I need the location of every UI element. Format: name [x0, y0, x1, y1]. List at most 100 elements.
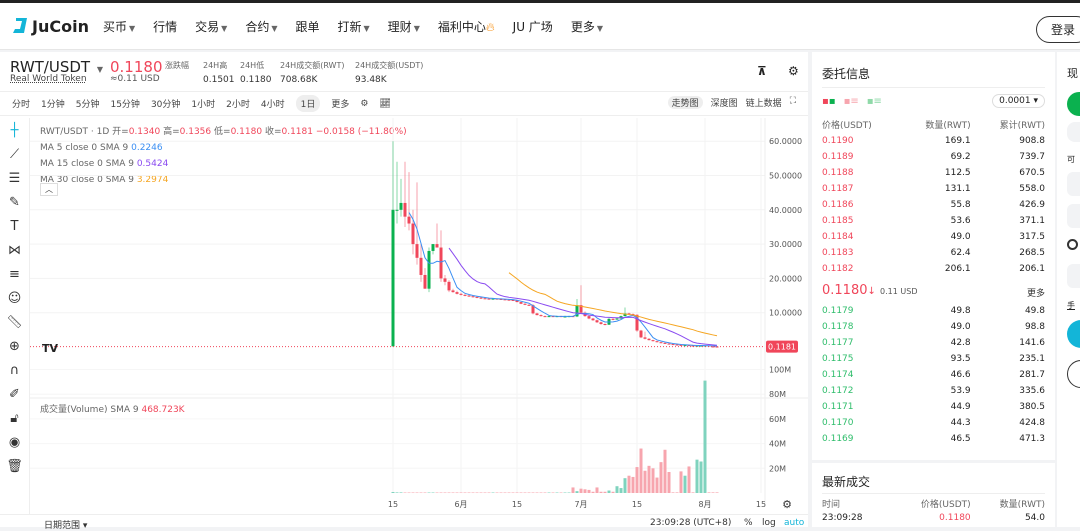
buy-tab[interactable]	[1067, 92, 1080, 116]
nav-item[interactable]: 更多 ▼	[571, 18, 603, 35]
last-price-value: 0.1180	[822, 283, 868, 298]
amount-input[interactable]	[1067, 204, 1080, 228]
timeframe-6[interactable]: 2小时	[226, 100, 250, 110]
timeframe-9[interactable]: 更多	[331, 100, 350, 110]
ask-row[interactable]: 0.1189 69.2 739.7	[822, 152, 1045, 168]
nav-item[interactable]: 合约 ▼	[245, 18, 277, 35]
trash-icon[interactable]: 🗑︎	[6, 458, 23, 474]
logo[interactable]: JuCoin	[12, 17, 89, 36]
bid-row[interactable]: 0.1169 46.5 471.3	[822, 434, 1045, 450]
ask-row[interactable]: 0.1188 112.5 670.5	[822, 168, 1045, 184]
timeframe-4[interactable]: 30分钟	[150, 100, 181, 110]
order-type[interactable]	[1067, 122, 1080, 142]
candle-body	[499, 298, 503, 300]
eye-icon[interactable]: ◉	[8, 434, 21, 450]
bid-row[interactable]: 0.1170 44.3 424.8	[822, 418, 1045, 434]
nav-item[interactable]: 福利中心🔥︎	[438, 18, 495, 35]
volume-bar	[599, 491, 603, 493]
ask-row[interactable]: 0.1184 49.0 317.5	[822, 232, 1045, 248]
login-button[interactable]: 登录	[1035, 16, 1080, 43]
log-toggle[interactable]: log	[762, 518, 776, 528]
fib-icon[interactable]: ≡	[9, 266, 20, 282]
auto-toggle[interactable]: auto	[784, 518, 805, 528]
nav-item[interactable]: 交易 ▼	[195, 18, 227, 35]
indicators-icon[interactable]: 📈︎	[379, 98, 391, 109]
nav-item[interactable]: 买币 ▼	[103, 18, 135, 35]
layout-icon[interactable]: ⊼	[757, 64, 767, 78]
timeframe-5[interactable]: 1小时	[191, 100, 216, 110]
ticker-stat: 24H低 0.1180	[240, 60, 272, 85]
view-tab[interactable]: 深度图	[710, 99, 738, 109]
view-tab[interactable]: 走势图	[667, 96, 703, 109]
nav-item[interactable]: 打新 ▼	[338, 18, 370, 35]
text-icon[interactable]: T	[10, 218, 19, 234]
collapse-legend-button[interactable]: ︿	[40, 183, 58, 196]
precision-select[interactable]: 0.0001 ▾	[992, 94, 1045, 108]
bid-row[interactable]: 0.1175 93.5 235.1	[822, 354, 1045, 370]
token-name-link[interactable]: Real World Token	[10, 74, 87, 84]
nav-item[interactable]: 理财 ▼	[388, 18, 420, 35]
ask-row[interactable]: 0.1186 55.8 426.9	[822, 200, 1045, 216]
bid-row[interactable]: 0.1177 42.8 141.6	[822, 338, 1045, 354]
bid-row[interactable]: 0.1178 49.0 98.8	[822, 322, 1045, 338]
pair-selector[interactable]: RWT/USDT ▼	[10, 58, 103, 76]
nav-item[interactable]: JU 广场	[513, 18, 553, 35]
precision-value: 0.0001	[999, 96, 1031, 106]
timeframe-8[interactable]: 1日	[295, 95, 321, 112]
bid-row[interactable]: 0.1179 49.8 49.8	[822, 306, 1045, 322]
bid-row[interactable]: 0.1172 53.9 335.6	[822, 386, 1045, 402]
volume-bar	[575, 491, 579, 493]
nav-item[interactable]: 行情	[153, 18, 177, 35]
cell: 98.8	[1024, 322, 1045, 332]
pattern-icon[interactable]: ⋈	[8, 242, 21, 258]
bid-row[interactable]: 0.1171 44.9 380.5	[822, 402, 1045, 418]
ask-row[interactable]: 0.1183 62.4 268.5	[822, 248, 1045, 264]
indicator-settings-icon[interactable]: ⚙	[360, 98, 369, 109]
low-label: 低=	[214, 127, 231, 137]
open-label: 开=	[112, 127, 129, 137]
lock-icon[interactable]: 🔓︎	[10, 410, 19, 426]
radio[interactable]	[1067, 239, 1078, 250]
secondary-button[interactable]	[1067, 360, 1080, 388]
view-tab[interactable]: 链上数据	[745, 99, 782, 109]
trend-line-icon[interactable]: ⟋	[9, 146, 20, 162]
brush-icon[interactable]: ✎	[9, 194, 20, 210]
fullscreen-icon[interactable]: ⛶	[789, 96, 796, 106]
timeframe-3[interactable]: 15分钟	[110, 100, 140, 110]
magnet-icon[interactable]: ∩	[9, 362, 20, 378]
timeframe-2[interactable]: 5分钟	[75, 100, 100, 110]
price-chart[interactable]: 60.0000 50.0000 40.0000 30.0000 20.0000 10.00…	[0, 52, 808, 514]
book-bids-icon[interactable]: ▪≡	[866, 96, 882, 107]
ruler-icon[interactable]: 📏︎	[6, 314, 23, 330]
ask-row[interactable]: 0.1187 131.1 558.0	[822, 184, 1045, 200]
timeframe-1[interactable]: 1分钟	[41, 100, 65, 110]
volume-bar	[687, 466, 691, 493]
lock-drawing-icon[interactable]: ✐	[9, 386, 20, 402]
volume-bar	[419, 492, 423, 494]
horizontal-lines-icon[interactable]: ☰	[8, 170, 21, 186]
volume-bar	[399, 492, 403, 493]
more-link[interactable]: 更多	[1026, 289, 1045, 299]
emoji-icon[interactable]: ☺	[7, 290, 22, 306]
submit-button[interactable]	[1067, 320, 1080, 348]
candle-body	[403, 202, 407, 217]
total-input[interactable]	[1067, 264, 1080, 288]
ask-row[interactable]: 0.1185 53.6 371.1	[822, 216, 1045, 232]
ask-row[interactable]: 0.1182 206.1 206.1	[822, 264, 1045, 280]
timeframe-7[interactable]: 4小时	[260, 100, 285, 110]
price-tick-label: 50.0000	[769, 172, 802, 181]
settings-gear-icon[interactable]: ⚙	[788, 64, 799, 78]
percent-toggle[interactable]: %	[744, 518, 753, 528]
date-range-button[interactable]: 日期范围 ▾	[44, 521, 88, 531]
nav-item[interactable]: 跟单	[295, 18, 319, 35]
fee-link[interactable]: 手	[1067, 301, 1075, 310]
crosshair-icon[interactable]: ┼	[10, 122, 19, 138]
ask-row[interactable]: 0.1190 169.1 908.8	[822, 136, 1045, 152]
book-asks-icon[interactable]: ▪≡	[843, 96, 859, 107]
ma-legend: MA 15 close 0 SMA 9 0.5424	[40, 156, 407, 172]
zoom-in-icon[interactable]: ⊕	[9, 338, 20, 354]
timeframe-0[interactable]: 分时	[12, 100, 31, 110]
bid-row[interactable]: 0.1174 46.6 281.7	[822, 370, 1045, 386]
book-both-icon[interactable]: ▪▪	[822, 96, 836, 107]
price-input[interactable]	[1067, 172, 1080, 196]
